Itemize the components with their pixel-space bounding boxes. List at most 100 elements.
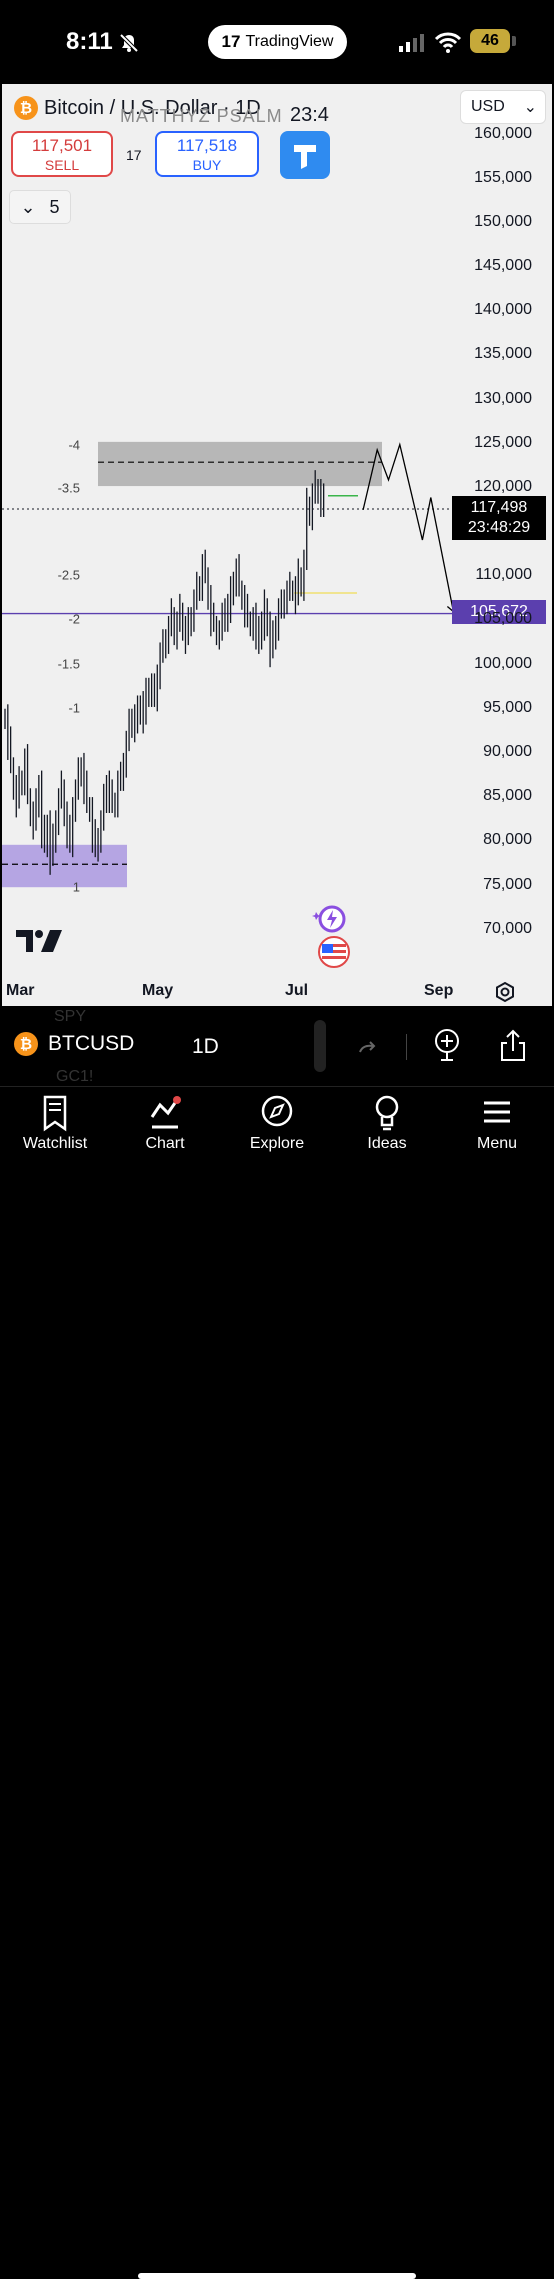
chart-icon (150, 1096, 181, 1129)
add-indicator-icon[interactable] (432, 1028, 462, 1062)
tradingview-logo: 17 (221, 32, 241, 51)
fib-level-label: -2.5 (57, 567, 80, 583)
currency-select[interactable]: USD ⌄ (460, 90, 546, 124)
broker-logo-icon (294, 145, 316, 169)
y-axis-label: 70,000 (483, 919, 532, 937)
x-axis-label: Sep (424, 982, 454, 999)
fib-level-label: -3.5 (57, 480, 80, 496)
tradingview-pill[interactable]: 17 TradingView (208, 25, 347, 59)
projection-path (362, 442, 455, 612)
buy-button[interactable]: 117,518 BUY (155, 131, 259, 177)
x-axis-label: May (142, 982, 174, 999)
countdown-fragment: 23:4 (290, 104, 329, 126)
symbol-selector[interactable]: ₿ BTCUSD (14, 1032, 134, 1056)
us-flag-badge-icon[interactable] (316, 936, 352, 968)
buy-price: 117,518 (176, 136, 238, 155)
last-price: 117,498 (470, 499, 528, 516)
symbol-name: BTCUSD (48, 1032, 135, 1055)
bell-muted-icon (119, 33, 139, 53)
status-bar: 8:11 17 TradingView 46 (0, 0, 554, 84)
tradingview-watermark-logo (16, 930, 62, 952)
y-axis-label: 90,000 (483, 743, 532, 761)
redo-icon[interactable] (356, 1036, 382, 1060)
chart-watermark: MATTHYZ PSALM (120, 106, 283, 126)
y-axis-label: 150,000 (474, 212, 532, 230)
bitcoin-icon: ₿ (14, 1032, 38, 1056)
y-axis-label: 95,000 (483, 698, 532, 716)
nav-chart-label: Chart (145, 1135, 185, 1152)
y-axis-label: 145,000 (474, 257, 532, 275)
toolbar-separator (406, 1034, 407, 1060)
y-axis-label: 130,000 (474, 389, 532, 407)
symbol-toolbar: SPY GC1! ₿ BTCUSD 1D (0, 1006, 554, 1086)
signal-icon (399, 34, 424, 52)
y-axis-label: 105,000 (474, 610, 532, 628)
fib-level-label: -4 (68, 437, 80, 453)
menu-icon (484, 1101, 510, 1123)
y-axis-label: 155,000 (474, 168, 532, 186)
interval-selector[interactable]: 1D (192, 1035, 219, 1058)
nav-menu[interactable]: Menu (442, 1093, 552, 1153)
fib-level-label: -2 (68, 611, 80, 627)
chevron-down-icon: ⌄ (523, 99, 537, 116)
chart-panel[interactable]: ₿ Bitcoin / U.S. Dollar · 1D MATTHYZ PSA… (2, 84, 552, 1006)
y-axis-label: 160,000 (474, 124, 532, 142)
y-axis-label: 140,000 (474, 301, 532, 319)
indicators-toggle[interactable]: ⌄ 5 (9, 190, 71, 224)
clock: 8:11 (66, 28, 113, 55)
supply-zone (98, 441, 382, 487)
watchlist-icon (43, 1095, 67, 1132)
broker-logo-button[interactable] (280, 131, 330, 179)
spread-value: 17 (126, 147, 142, 163)
currency-value: USD (471, 98, 505, 115)
y-axis-label: 110,000 (475, 566, 532, 584)
sell-price: 117,501 (31, 136, 93, 155)
lightbulb-icon (375, 1095, 399, 1131)
symbol-title[interactable]: ₿ Bitcoin / U.S. Dollar · 1D (14, 96, 261, 120)
share-icon[interactable] (498, 1028, 528, 1062)
bottom-nav: Watchlist Chart Explore Ideas Menu (0, 1086, 554, 2279)
nav-explore[interactable]: Explore (222, 1093, 332, 1153)
y-axis-label: 125,000 (474, 433, 532, 451)
last-price-tag: 117,498 23:48:29 (452, 496, 546, 540)
sell-button[interactable]: 117,501 SELL (11, 131, 113, 177)
battery-cap (512, 36, 516, 46)
wifi-icon (434, 32, 462, 53)
x-axis-label: Jul (285, 982, 309, 999)
lightning-badge-icon[interactable] (312, 904, 348, 934)
sell-label: SELL (44, 157, 80, 173)
nav-explore-label: Explore (249, 1135, 305, 1152)
nav-watchlist-label: Watchlist (22, 1135, 88, 1152)
compass-icon (261, 1095, 293, 1127)
y-axis-label: 85,000 (483, 787, 532, 805)
symbol-title-text: Bitcoin / U.S. Dollar · 1D (44, 96, 261, 119)
y-axis-label: 80,000 (483, 831, 532, 849)
chevron-down-icon: ⌄ (20, 196, 36, 217)
nav-ideas-label: Ideas (367, 1135, 407, 1152)
y-axis-label: 135,000 (474, 345, 532, 363)
last-price-countdown: 23:48:29 (467, 519, 531, 536)
battery-indicator: 46 (470, 29, 510, 53)
buy-label: BUY (192, 157, 222, 173)
indicators-count: 5 (49, 196, 60, 217)
background-symbol-1: SPY (54, 1008, 87, 1025)
settings-gear-icon[interactable] (494, 981, 516, 1003)
y-axis-label: 100,000 (474, 654, 532, 672)
nav-menu-label: Menu (476, 1135, 518, 1152)
fib-level-label: -1 (68, 700, 80, 716)
fib-level-label: 1 (72, 879, 80, 895)
nav-ideas[interactable]: Ideas (332, 1093, 442, 1153)
bitcoin-icon: ₿ (14, 96, 38, 120)
horizontal-line-tag: 105,672 (452, 600, 546, 624)
nav-chart[interactable]: Chart (110, 1093, 220, 1153)
demand-zone (2, 844, 127, 888)
home-indicator (138, 2273, 416, 2279)
background-symbol-2: GC1! (56, 1068, 94, 1085)
nav-watchlist[interactable]: Watchlist (0, 1093, 110, 1153)
y-axis-label: 75,000 (483, 875, 532, 893)
fib-level-label: -1.5 (57, 656, 80, 672)
price-chart[interactable] (2, 84, 552, 1006)
x-axis-label: Mar (6, 982, 35, 999)
tradingview-label: TradingView (245, 33, 334, 50)
toolbar-divider (314, 1020, 326, 1072)
